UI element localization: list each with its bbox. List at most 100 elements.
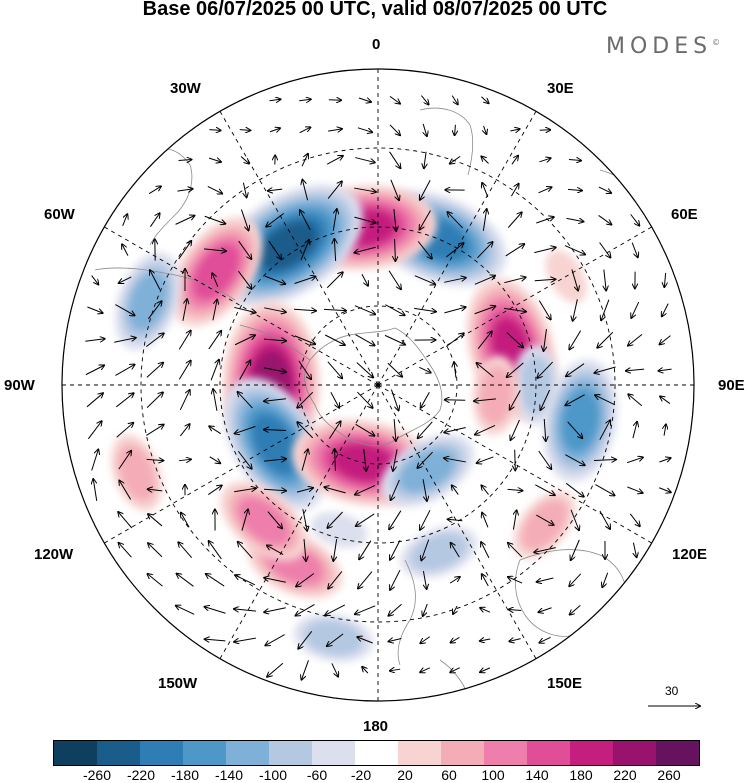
wind-arrow xyxy=(660,396,671,404)
wind-arrow xyxy=(148,574,163,587)
wind-arrow xyxy=(481,485,489,495)
wind-arrow xyxy=(239,360,251,380)
wind-arrow xyxy=(327,361,342,379)
wind-arrow xyxy=(268,189,283,191)
lon-label-150e: 150E xyxy=(547,675,583,692)
wind-arrow xyxy=(266,212,285,226)
wind-arrow xyxy=(571,269,578,290)
wind-arrow xyxy=(544,418,546,441)
wind-arrow xyxy=(419,366,430,372)
wind-arrow xyxy=(177,574,194,587)
wind-arrow xyxy=(325,604,346,615)
wind-arrow xyxy=(119,481,132,500)
wind-arrow xyxy=(264,459,286,461)
wind-arrow xyxy=(597,331,614,348)
wind-arrow xyxy=(358,571,373,589)
wind-arrow xyxy=(298,360,311,379)
wind-arrow xyxy=(209,541,222,560)
colorbar-cell-14 xyxy=(656,741,699,765)
colorbar-tick-label: 20 xyxy=(397,767,413,783)
wind-arrow xyxy=(234,637,256,642)
wind-arrow xyxy=(480,639,491,641)
colorbar-tick-label: 180 xyxy=(569,767,593,783)
wind-arrow xyxy=(474,306,496,315)
wind-vectors xyxy=(85,95,671,680)
wind-arrow xyxy=(364,449,367,471)
wind-arrow xyxy=(595,484,614,496)
wind-arrow xyxy=(601,299,610,321)
wind-arrow xyxy=(393,449,398,471)
wind-arrow xyxy=(417,241,432,258)
wind-arrow xyxy=(331,663,338,676)
wind-arrow xyxy=(598,215,612,224)
colorbar-tick-label: -220 xyxy=(126,767,156,783)
wind-arrow xyxy=(240,209,248,231)
wind-arrow xyxy=(87,421,101,440)
wind-arrow xyxy=(394,418,396,441)
wind-arrow xyxy=(324,334,345,345)
colorbar-tick-label: -60 xyxy=(306,767,328,783)
wind-arrow xyxy=(237,450,251,468)
wind-arrow xyxy=(475,424,496,434)
wind-arrow xyxy=(604,269,606,291)
wind-arrow xyxy=(178,241,192,260)
wind-arrow xyxy=(387,362,402,376)
wind-arrow xyxy=(206,574,225,587)
wind-arrow xyxy=(507,489,523,490)
lon-label-0: 0 xyxy=(372,36,381,53)
wind-arrow xyxy=(567,189,582,190)
wind-arrow xyxy=(481,542,490,559)
wind-arrow xyxy=(566,363,585,377)
wind-arrow xyxy=(264,275,286,284)
wind-arrow xyxy=(659,458,670,462)
wind-arrow xyxy=(534,247,555,254)
wind-arrow xyxy=(569,330,582,350)
wind-arrow xyxy=(297,391,314,408)
wind-arrow xyxy=(538,607,552,612)
wind-arrow xyxy=(176,606,195,615)
wind-arrow xyxy=(332,209,337,231)
wind-arrow xyxy=(297,422,314,439)
wind-arrow xyxy=(327,511,343,528)
wind-arrow xyxy=(355,484,376,494)
wind-arrow xyxy=(264,607,286,612)
wind-arrow xyxy=(299,127,311,134)
brand-logo: MODES© xyxy=(606,34,721,59)
wind-arrow xyxy=(451,543,460,558)
wind-arrow xyxy=(209,130,220,131)
wind-arrow xyxy=(388,270,401,289)
wind-arrow xyxy=(595,395,616,406)
wind-arrow xyxy=(182,299,187,321)
wind-arrow xyxy=(178,160,192,161)
wind-arrow xyxy=(449,577,460,584)
colorbar-cell-1 xyxy=(97,741,140,765)
wind-arrow xyxy=(418,421,433,438)
colorbar-cell-6 xyxy=(312,741,355,765)
wind-arrow xyxy=(116,423,134,438)
colorbar-cell-11 xyxy=(527,741,570,765)
wind-arrow xyxy=(91,450,99,471)
wind-arrow xyxy=(535,484,554,495)
wind-arrow xyxy=(414,307,436,311)
wind-arrow xyxy=(390,389,398,411)
wind-arrow xyxy=(477,331,492,349)
wind-arrow xyxy=(146,425,163,436)
wind-arrow xyxy=(455,124,456,135)
wind-arrow xyxy=(423,123,427,136)
wind-arrow xyxy=(631,242,638,258)
wind-arrow xyxy=(538,300,550,320)
wind-arrow xyxy=(301,449,308,471)
wind-arrow xyxy=(210,360,219,381)
wind-arrow xyxy=(355,423,375,435)
wind-arrow xyxy=(148,543,163,558)
wind-arrow xyxy=(474,276,495,285)
colorbar-tick-label: -140 xyxy=(214,767,244,783)
south-pole-marker xyxy=(376,383,380,387)
colorbar-tick-label: 220 xyxy=(613,767,637,783)
wind-arrow xyxy=(328,129,342,131)
wind-arrow xyxy=(484,125,487,134)
wind-arrow xyxy=(145,333,164,348)
lon-label-90e: 90E xyxy=(718,377,745,394)
colorbar-tick-label: -180 xyxy=(170,767,200,783)
wind-arrow xyxy=(323,309,346,310)
